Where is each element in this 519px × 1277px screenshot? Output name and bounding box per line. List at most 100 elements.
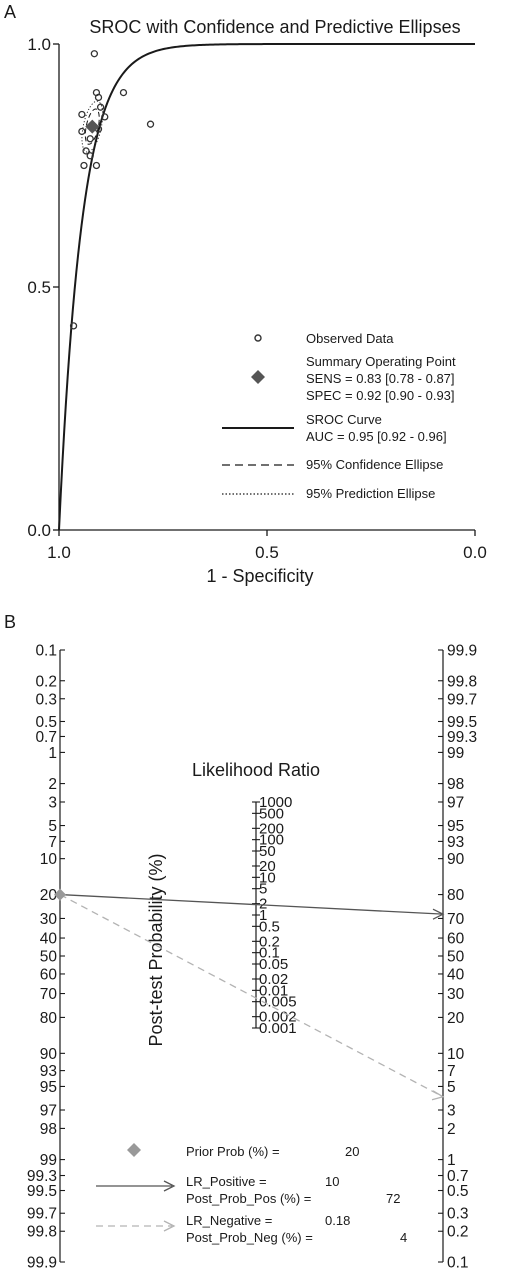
legend-prior-label: Prior Prob (%) = [186,1144,280,1159]
left-axis-tick-label: 99.3 [27,1168,57,1185]
legend-lr-negative-label: LR_Negative = [186,1213,272,1228]
legend-post-pos-label: Post_Prob_Pos (%) = [186,1191,311,1206]
legend-observed-marker [254,334,262,342]
prior-probability-marker [54,888,66,901]
legend-positive-arrow [163,1180,176,1192]
legend-negative-arrow [163,1220,176,1232]
sroc-y-tick-label: 0.5 [27,278,51,297]
panel-a-sroc: A SROC with Confidence and Predictive El… [4,2,487,586]
right-axis-tick-label: 99.5 [447,714,477,731]
right-axis-tick-label: 5 [447,1079,456,1096]
lr-axis-tick-label: 2 [259,896,267,913]
left-axis-tick-label: 95 [40,1079,57,1096]
legend-summary-marker [251,370,265,384]
left-axis-tick-label: 99.8 [27,1224,57,1241]
nomogram-lr-axis: 10005002001005020105210.50.20.10.050.020… [252,794,297,1037]
observed-data-point [86,135,94,143]
lr-axis-tick-label: 0.002 [259,1009,297,1026]
left-axis-tick-label: 7 [48,834,57,851]
panel-a-letter: A [4,2,16,22]
right-axis-tick-label: 70 [447,911,465,928]
negative-lr-line [59,894,444,1098]
observed-data-point [146,120,155,128]
left-axis-tick-label: 60 [40,966,58,983]
lr-axis-tick-label: 50 [259,843,276,860]
left-axis-tick-label: 0.5 [35,714,57,731]
lr-axis-tick-label: 0.02 [259,971,288,988]
right-axis-tick-label: 98 [447,776,464,793]
observed-data-point [80,161,88,170]
legend-summary-line3: SPEC = 0.92 [0.90 - 0.93] [306,388,455,403]
sroc-x-tick-label: 1.0 [47,543,71,562]
summary-operating-point [85,119,100,134]
legend-sroc-line1: SROC Curve [306,412,382,427]
sroc-curve [58,43,475,530]
left-axis-tick-label: 0.2 [35,673,57,690]
right-axis-tick-label: 3 [447,1103,456,1120]
left-axis-tick-label: 5 [48,818,57,835]
left-axis-tick-label: 0.3 [35,691,57,708]
sroc-y-tick-label: 1.0 [27,35,51,54]
panel-b-nomogram: B 0.10.20.30.50.712357102030405060708090… [4,612,477,1272]
lr-axis-tick-label: 0.001 [259,1020,297,1037]
sroc-legend: Observed Data Summary Operating Point SE… [222,331,456,501]
left-axis-tick-label: 20 [40,887,58,904]
lr-axis-tick-label: 0.5 [259,918,280,935]
lr-axis-tick-label: 0.2 [259,933,280,950]
legend-observed-label: Observed Data [306,331,394,346]
left-axis-tick-label: 10 [40,851,58,868]
nomogram-lines [54,888,445,1101]
left-axis-tick-label: 30 [40,911,58,928]
right-axis-tick-label: 0.5 [447,1183,469,1200]
right-axis-tick-label: 99 [447,745,464,762]
legend-post-neg-label: Post_Prob_Neg (%) = [186,1230,313,1245]
observed-data-point [94,93,103,102]
nomogram-legend: Prior Prob (%) = 20 LR_Positive = 10 Pos… [96,1143,407,1245]
observed-data-point [119,88,128,97]
left-axis-tick-label: 70 [40,986,58,1003]
observed-data-point [78,127,86,136]
left-axis-tick-label: 99.9 [27,1255,57,1272]
right-axis-tick-label: 0.2 [447,1224,469,1241]
sroc-x-tick-label: 0.0 [463,543,487,562]
observed-data-point [78,110,86,119]
right-axis-tick-label: 95 [447,818,464,835]
left-axis-tick-label: 0.1 [35,643,57,660]
lr-axis-tick-label: 0.1 [259,945,280,962]
nomogram-axes [59,650,444,1262]
nomogram-right-axis-label: Post-test Probability (%) [146,853,166,1046]
right-axis-tick-label: 0.7 [447,1168,469,1185]
observed-data-point [86,152,94,160]
right-axis-tick-label: 0.1 [447,1255,469,1272]
lr-axis-tick-label: 0.05 [259,956,288,973]
left-axis-tick-label: 3 [48,794,57,811]
left-axis-tick-label: 80 [40,1010,58,1027]
lr-axis-tick-label: 20 [259,858,276,875]
right-axis-tick-label: 40 [447,966,465,983]
legend-post-neg-value: 4 [400,1230,407,1245]
observed-data-point [82,147,90,155]
right-axis-tick-label: 30 [447,986,465,1003]
right-axis-tick-label: 99.7 [447,691,477,708]
lr-axis-tick-label: 0.005 [259,994,297,1011]
lr-axis-tick-label: 500 [259,805,284,822]
sroc-x-axis-label: 1 - Specificity [206,566,313,586]
legend-sroc-line2: AUC = 0.95 [0.92 - 0.96] [306,429,447,444]
lr-axis-tick-label: 1 [259,907,267,924]
right-axis-tick-label: 60 [447,931,465,948]
sroc-x-tick-label: 0.5 [255,543,279,562]
negative-lr-arrow [431,1090,445,1101]
left-axis-tick-label: 40 [40,931,58,948]
lr-axis-tick-label: 0.01 [259,982,288,999]
left-axis-tick-label: 50 [40,949,58,966]
observed-data-point [96,103,105,111]
left-axis-tick-label: 93 [40,1063,57,1080]
sroc-y-tick-label: 0.0 [27,521,51,540]
right-axis-tick-label: 10 [447,1046,465,1063]
right-axis-tick-label: 7 [447,1063,456,1080]
right-axis-tick-label: 0.3 [447,1206,469,1223]
legend-lr-negative-value: 0.18 [325,1213,350,1228]
positive-lr-line [59,893,444,915]
